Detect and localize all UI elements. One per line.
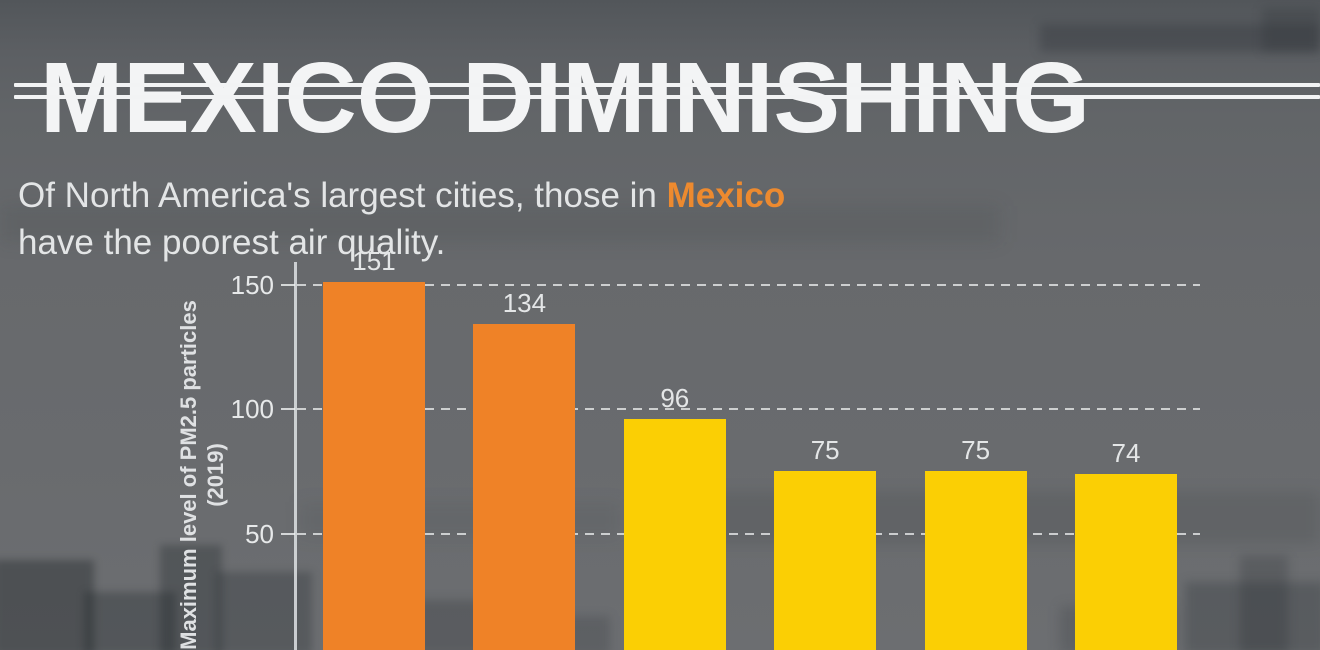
bar-value-label-1: 151 <box>352 246 396 276</box>
y-axis-title: Maximum level of PM2.5 particles (2019) <box>175 265 229 650</box>
header-divider-line-top <box>14 83 1320 87</box>
bar-1 <box>323 282 425 650</box>
y-axis-tick-100 <box>281 408 295 410</box>
subtitle-text: Of North America's largest cities, those… <box>18 172 1138 266</box>
bar-value-label-5: 75 <box>961 435 991 466</box>
y-axis-tick-150 <box>281 283 295 286</box>
y-axis-tick-50 <box>281 532 295 535</box>
y-axis-title-line2: (2019) <box>203 443 228 507</box>
subtitle-line2: have the poorest air quality. <box>18 223 446 262</box>
y-axis-tick-label-100: 100 <box>230 394 274 424</box>
bar-value-label-3: 96 <box>660 382 690 413</box>
header-divider-line-bottom <box>14 95 1320 99</box>
y-axis-tick-label-50: 50 <box>245 518 274 549</box>
grid-line-100 <box>297 408 1200 410</box>
subtitle-prefix: Of North America's largest cities, those… <box>18 176 667 215</box>
bar-6 <box>1075 473 1177 650</box>
grid-line-150 <box>297 283 1200 286</box>
y-axis-line <box>294 262 297 650</box>
bar-5 <box>924 471 1027 650</box>
subtitle-highlight-mexico: Mexico <box>666 176 786 215</box>
bar-3 <box>623 418 726 650</box>
y-axis-tick-label-150: 150 <box>230 269 274 300</box>
bar-value-label-4: 75 <box>810 435 840 466</box>
bar-value-label-6: 74 <box>1111 437 1141 468</box>
grid-line-50 <box>297 532 1200 535</box>
bar-2 <box>473 324 576 650</box>
y-axis-title-line1: Maximum level of PM2.5 particles <box>176 300 201 650</box>
bar-4 <box>774 471 877 650</box>
bar-value-label-2: 134 <box>502 288 547 319</box>
